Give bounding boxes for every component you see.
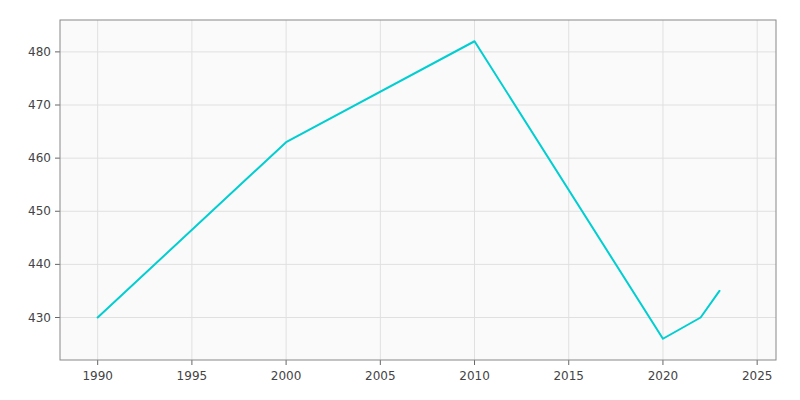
chart-container: 1990 1995 2000 2005 2010 2015 2020 2025 430 440 45… (0, 0, 800, 400)
x-grid-line (286, 20, 287, 360)
plot-frame (60, 20, 776, 360)
y-grid-line (60, 264, 776, 265)
y-grid-line (60, 158, 776, 159)
y-tick-label: 470 (28, 98, 51, 112)
x-tick (757, 360, 758, 365)
data-line (98, 41, 720, 339)
y-tick (55, 264, 60, 265)
y-tick (55, 317, 60, 318)
x-tick (662, 360, 663, 365)
y-tick (55, 51, 60, 52)
x-tick-label: 2015 (553, 369, 584, 383)
x-grid-line (757, 20, 758, 360)
x-grid-line (191, 20, 192, 360)
x-tick (191, 360, 192, 365)
y-tick-label: 430 (28, 311, 51, 325)
grid (60, 20, 776, 360)
x-grid-line (662, 20, 663, 360)
y-grid-line (60, 105, 776, 106)
x-tick-label: 2000 (271, 369, 302, 383)
x-tick-label: 2010 (459, 369, 490, 383)
x-tick (380, 360, 381, 365)
x-tick (568, 360, 569, 365)
x-grid-line (97, 20, 98, 360)
x-tick (286, 360, 287, 365)
data-layer (98, 41, 720, 339)
y-grid-line (60, 51, 776, 52)
x-tick-label: 2025 (742, 369, 773, 383)
y-tick (55, 105, 60, 106)
axes: 1990 1995 2000 2005 2010 2015 2020 2025 430 440 45… (28, 45, 772, 383)
y-grid-line (60, 317, 776, 318)
y-tick-label: 450 (28, 204, 51, 218)
plot-area (60, 20, 776, 360)
y-tick (55, 158, 60, 159)
x-grid-line (380, 20, 381, 360)
y-tick-label: 460 (28, 151, 51, 165)
chart-svg: 1990 1995 2000 2005 2010 2015 2020 2025 430 440 45… (0, 0, 800, 400)
x-tick (474, 360, 475, 365)
y-tick-label: 440 (28, 257, 51, 271)
y-tick (55, 211, 60, 212)
x-tick-label: 2020 (648, 369, 679, 383)
y-grid-line (60, 211, 776, 212)
x-tick (97, 360, 98, 365)
x-tick-label: 1995 (177, 369, 208, 383)
x-tick-label: 2005 (365, 369, 396, 383)
x-tick-label: 1990 (82, 369, 113, 383)
y-tick-label: 480 (28, 45, 51, 59)
x-grid-line (474, 20, 475, 360)
